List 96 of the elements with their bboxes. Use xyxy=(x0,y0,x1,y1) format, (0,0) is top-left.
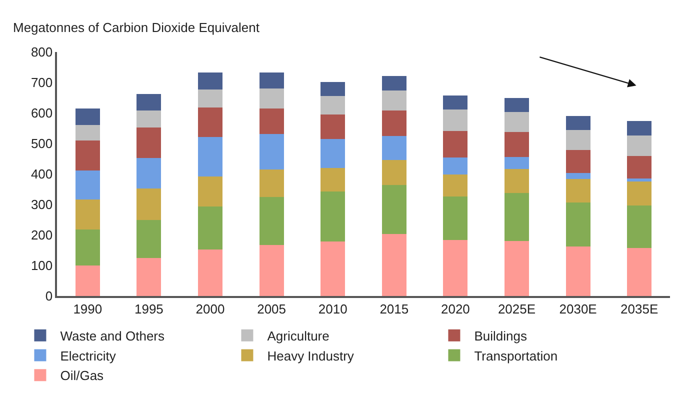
bar xyxy=(504,98,530,112)
bar xyxy=(320,168,346,192)
bar xyxy=(198,72,223,90)
y-tick-label: 100 xyxy=(30,258,53,274)
x-tick-label: 1995 xyxy=(134,301,164,316)
bar xyxy=(382,90,406,110)
bar xyxy=(320,242,346,296)
bar xyxy=(504,241,530,296)
x-tick-label: 2015 xyxy=(380,301,409,316)
bar xyxy=(566,246,590,296)
bar xyxy=(504,112,530,132)
legend-label: Oil/Gas xyxy=(60,368,104,384)
y-tick-label: 600 xyxy=(30,106,53,121)
x-tick-label: 2010 xyxy=(318,301,348,316)
x-tick-label: 2025E xyxy=(498,301,536,316)
bar xyxy=(566,116,590,130)
bar xyxy=(136,188,162,220)
bar xyxy=(259,108,284,134)
bar xyxy=(504,156,530,170)
y-tick-label: 0 xyxy=(45,288,53,304)
x-tick-label: 2035E xyxy=(620,301,658,316)
bar xyxy=(75,140,100,171)
bar xyxy=(320,82,346,96)
bar xyxy=(443,174,468,197)
bar xyxy=(443,240,468,296)
bar xyxy=(443,110,468,131)
bar xyxy=(198,90,223,108)
bar xyxy=(504,193,530,242)
bar xyxy=(198,249,223,296)
bar xyxy=(75,108,100,126)
bar xyxy=(627,156,652,178)
bar xyxy=(320,191,346,242)
bar xyxy=(382,110,406,136)
bar xyxy=(198,108,223,137)
bar xyxy=(566,150,590,173)
bar xyxy=(566,178,590,203)
bar xyxy=(136,258,162,296)
bar xyxy=(566,202,590,247)
bar xyxy=(136,158,162,188)
bar xyxy=(259,88,284,108)
y-tick-label: 200 xyxy=(30,228,53,243)
legend-label: Buildings xyxy=(474,328,528,344)
bar xyxy=(566,172,590,179)
x-tick-label: 1990 xyxy=(73,301,102,316)
y-tick-label: 300 xyxy=(30,197,53,212)
bar xyxy=(198,206,223,250)
y-axis-title: Megatonnes of Carbion Dioxide Equivalent xyxy=(13,20,260,35)
bar xyxy=(382,184,406,234)
legend-label: Transportation xyxy=(474,348,558,364)
bar xyxy=(136,110,162,128)
bar xyxy=(259,196,284,245)
bar xyxy=(627,136,652,156)
bar xyxy=(627,206,652,248)
bar xyxy=(382,160,406,185)
bar xyxy=(75,170,100,200)
bar xyxy=(382,234,406,296)
bar xyxy=(136,94,162,110)
bar xyxy=(627,182,652,206)
bar xyxy=(443,196,468,240)
bar xyxy=(198,176,223,206)
bar xyxy=(382,76,406,90)
bar xyxy=(198,136,223,176)
bar xyxy=(75,230,100,266)
bar xyxy=(566,130,590,150)
bar xyxy=(382,136,406,160)
y-tick-label: 500 xyxy=(30,136,53,152)
bar xyxy=(443,95,468,110)
y-tick-label: 400 xyxy=(30,166,53,182)
bar xyxy=(136,220,162,258)
x-tick-label: 2005 xyxy=(257,301,286,316)
legend-label: Agriculture xyxy=(267,328,330,344)
x-tick-label: 2000 xyxy=(196,301,225,316)
x-tick-label: 2020 xyxy=(440,301,470,316)
bar xyxy=(627,121,652,136)
bar xyxy=(136,128,162,158)
legend-label: Heavy Industry xyxy=(267,348,354,364)
bar xyxy=(627,248,652,296)
bar xyxy=(320,114,346,139)
bar xyxy=(259,134,284,170)
bar xyxy=(504,169,530,194)
bar xyxy=(320,138,346,168)
bar xyxy=(443,131,468,158)
y-tick-label: 800 xyxy=(30,44,53,60)
bar xyxy=(75,200,100,230)
legend-label: Waste and Others xyxy=(60,328,166,344)
bar xyxy=(504,132,530,157)
bar xyxy=(320,96,346,115)
bar xyxy=(259,244,284,296)
y-tick-label: 700 xyxy=(30,75,53,90)
bar xyxy=(443,158,468,174)
x-tick-label: 2030E xyxy=(559,301,598,316)
bar xyxy=(259,170,284,197)
bar xyxy=(75,125,100,140)
bar xyxy=(75,266,100,296)
legend-label: Electricity xyxy=(60,348,116,364)
bar xyxy=(259,72,284,89)
